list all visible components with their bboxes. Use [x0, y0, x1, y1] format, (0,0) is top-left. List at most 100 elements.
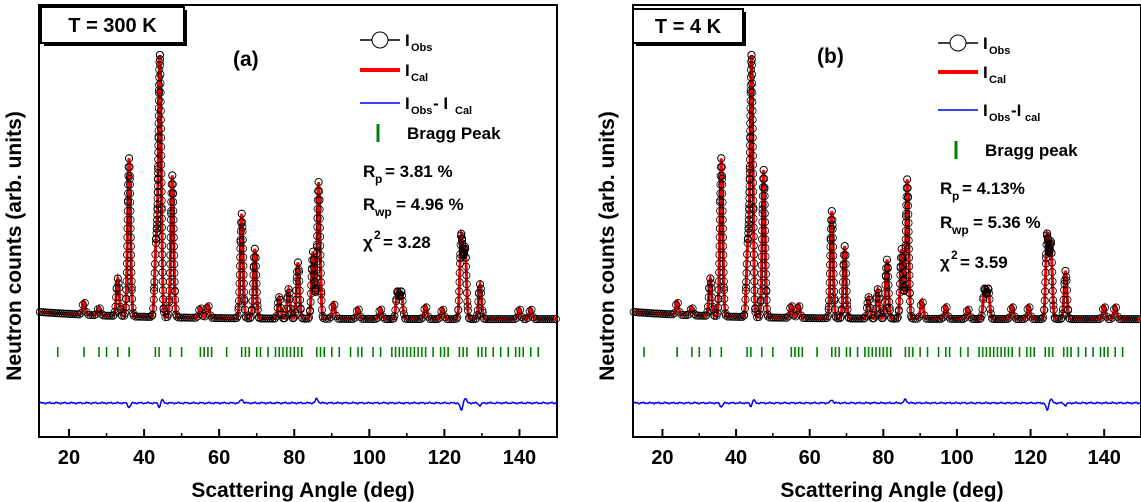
observed-point — [166, 233, 175, 242]
observed-point — [453, 313, 462, 322]
observed-point — [253, 296, 262, 305]
observed-point — [978, 305, 987, 314]
observed-point — [114, 279, 123, 288]
observed-point — [713, 309, 722, 318]
observed-point — [455, 278, 464, 287]
observed-point — [1047, 258, 1056, 267]
observed-point — [422, 303, 431, 312]
observed-point — [829, 260, 838, 269]
observed-point — [704, 302, 713, 311]
observed-point — [795, 302, 804, 311]
observed-point — [204, 302, 213, 311]
observed-point — [748, 124, 757, 133]
observed-point — [895, 297, 904, 306]
observed-point — [751, 304, 760, 313]
observed-point — [289, 313, 298, 322]
observed-point — [170, 260, 179, 269]
observed-point — [838, 287, 847, 296]
observed-point — [904, 227, 913, 236]
observed-point — [758, 209, 767, 218]
legend-obs-label: I — [405, 31, 410, 50]
observed-point — [316, 250, 325, 259]
observed-point — [904, 201, 913, 210]
observed-point — [78, 300, 87, 309]
observed-point — [126, 198, 135, 207]
observed-point — [1001, 314, 1010, 323]
chi-squared-label: χ — [363, 233, 373, 252]
observed-point — [292, 286, 301, 295]
observed-point — [75, 310, 84, 319]
observed-point — [959, 314, 968, 323]
observed-point — [169, 242, 178, 251]
observed-point — [238, 223, 247, 232]
observed-point — [156, 88, 165, 97]
legend-obs-subscript: Obs — [989, 45, 1010, 57]
observed-point — [251, 253, 260, 262]
observed-point — [1063, 295, 1072, 304]
chi-squared-label: χ — [940, 253, 950, 272]
observed-point — [166, 224, 175, 233]
observed-point — [241, 312, 250, 321]
observed-point — [157, 151, 166, 160]
observed-point — [842, 278, 851, 287]
observed-point — [839, 260, 848, 269]
observed-point — [121, 309, 130, 318]
observed-point — [746, 81, 755, 90]
observed-point — [153, 215, 162, 224]
observed-point — [315, 223, 324, 232]
chi-squared-value: = 3.28 — [383, 233, 431, 252]
observed-point — [252, 279, 261, 288]
observed-point — [154, 169, 163, 178]
observed-point — [933, 314, 942, 323]
observed-point — [880, 297, 889, 306]
observed-point — [883, 264, 892, 273]
observed-point — [393, 287, 402, 296]
x-tick-label: 40 — [725, 447, 747, 469]
observed-point — [843, 305, 852, 314]
chi-squared-value: = 3.59 — [960, 253, 1008, 272]
observed-point — [745, 205, 754, 214]
observed-point — [320, 314, 329, 323]
panel-label: (a) — [233, 48, 259, 71]
observed-point — [97, 309, 106, 318]
observed-point — [159, 304, 168, 313]
bragg-ticks — [56, 347, 540, 357]
observed-point — [521, 315, 530, 324]
observed-point — [823, 313, 832, 322]
observed-point — [202, 304, 211, 313]
observed-point — [758, 226, 767, 235]
observed-point — [152, 220, 161, 229]
observed-point — [763, 304, 772, 313]
observed-point — [763, 310, 772, 319]
observed-point — [756, 295, 765, 304]
temperature-box — [632, 8, 744, 44]
observed-point — [1005, 313, 1014, 322]
observed-point — [234, 305, 243, 314]
observed-point — [915, 312, 924, 321]
rp-subscript: p — [952, 189, 959, 203]
observed-point — [1099, 305, 1108, 314]
observed-point — [843, 296, 852, 305]
legend-diff-subscript-b: Cal — [455, 105, 472, 117]
observed-point — [899, 269, 908, 278]
observed-point — [791, 312, 800, 321]
observed-point — [506, 315, 515, 324]
observed-point — [170, 277, 179, 286]
observed-point — [881, 289, 890, 298]
observed-point — [123, 198, 132, 207]
x-tick-label: 40 — [133, 447, 155, 469]
observed-point — [881, 272, 890, 281]
legend-cal-subscript: Cal — [989, 74, 1006, 86]
observed-point — [88, 311, 97, 320]
observed-point — [153, 194, 162, 203]
observed-point — [473, 306, 482, 315]
observed-point — [717, 154, 726, 163]
observed-point — [167, 206, 176, 215]
rp-label: R — [940, 179, 952, 198]
observed-point — [1023, 305, 1032, 314]
observed-point — [318, 312, 327, 321]
observed-point — [467, 315, 476, 324]
observed-point — [880, 306, 889, 315]
